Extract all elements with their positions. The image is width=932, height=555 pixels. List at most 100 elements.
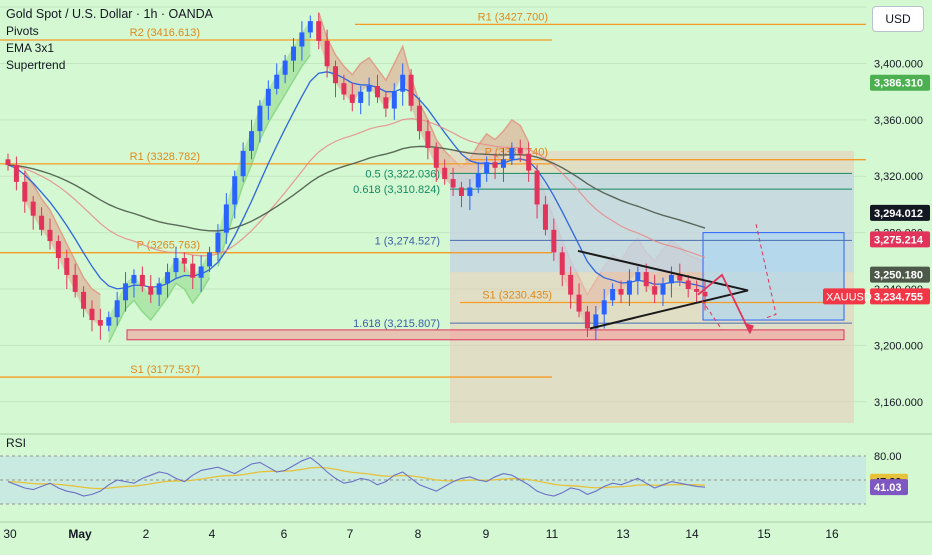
candle-body <box>450 179 456 188</box>
price-label: 3,275.214 <box>874 234 924 246</box>
triangle-pattern[interactable] <box>577 249 749 330</box>
candle-body <box>22 181 28 202</box>
candle-body <box>148 286 154 295</box>
candle-body <box>131 274 137 284</box>
candle-body <box>475 173 481 188</box>
candle-body <box>500 159 506 168</box>
fib-level-label: 0.5 (3,322.036) <box>365 168 440 180</box>
candle-body <box>442 167 448 180</box>
supertrend-down-band-line <box>24 170 101 296</box>
candle-body <box>333 66 339 84</box>
candle-body <box>576 294 582 312</box>
pivot-label: S1 (3230.435) <box>482 290 552 302</box>
candle-body <box>484 162 490 174</box>
time-axis-tick: 16 <box>825 527 839 541</box>
symbol-title[interactable]: Gold Spot / U.S. Dollar · 1h · OANDA <box>6 7 214 21</box>
rsi-line <box>7 456 706 497</box>
candle-body <box>517 148 523 154</box>
rsi-value-label-box <box>870 479 908 496</box>
target-box[interactable] <box>702 232 845 321</box>
candle-body <box>534 170 540 205</box>
fib-level-label: 1 (3,274.527) <box>375 235 440 247</box>
projection-arrow[interactable] <box>697 273 751 334</box>
candle-body <box>13 164 19 182</box>
candle-body <box>324 40 330 67</box>
candle-body <box>416 105 422 132</box>
candle-body <box>694 289 700 292</box>
candle-body <box>5 159 11 165</box>
rsi-value-label: 41.03 <box>874 482 902 494</box>
candle-body <box>509 148 515 160</box>
candle-body <box>492 162 498 168</box>
currency-button[interactable]: USD <box>872 6 924 32</box>
candle-body <box>702 291 708 297</box>
candle-body <box>668 274 674 284</box>
candle-body <box>358 91 364 103</box>
candle-body <box>274 74 280 89</box>
candle-body <box>39 215 45 230</box>
candle-body <box>652 286 658 295</box>
time-axis-tick: 4 <box>209 527 216 541</box>
pivot-label: S1 (3177.537) <box>130 364 200 376</box>
candle-body <box>349 94 355 103</box>
candle-body <box>215 232 221 253</box>
candle-body <box>198 266 204 278</box>
candle-body <box>190 263 196 278</box>
fib-level-label: 0.618 (3,310.824) <box>353 184 440 196</box>
price-axis-tick: 3,320.000 <box>874 171 923 183</box>
indicator-ema[interactable]: EMA 3x1 <box>6 41 55 55</box>
candle-body <box>433 148 439 168</box>
candle-body <box>223 204 229 233</box>
time-axis-tick: 11 <box>546 527 559 541</box>
price-label-box <box>870 231 930 248</box>
candle-body <box>526 153 532 171</box>
price-label: 3,294.012 <box>874 208 923 220</box>
time-axis-tick: 9 <box>483 527 490 541</box>
candle-body <box>47 229 53 242</box>
candle-body <box>559 252 565 275</box>
candle-body <box>383 97 389 109</box>
candle-body <box>568 274 574 295</box>
projection-dashed-1[interactable] <box>701 300 723 331</box>
indicator-pivots[interactable]: Pivots <box>6 24 39 38</box>
candle-body <box>299 32 305 47</box>
time-axis-tick: 8 <box>415 527 422 541</box>
candle-body <box>249 131 255 151</box>
candle-body <box>400 74 406 92</box>
price-label-box <box>870 288 930 305</box>
candle-body <box>232 176 238 205</box>
candle-body <box>391 91 397 109</box>
candle-body <box>307 21 313 33</box>
candle-body <box>81 291 87 309</box>
candle-body <box>626 280 632 295</box>
support-zone[interactable] <box>126 329 845 341</box>
candle-body <box>374 86 380 98</box>
candle-body <box>610 289 616 301</box>
candle-body <box>542 204 548 230</box>
time-axis-tick: 7 <box>347 527 354 541</box>
candle-body <box>341 83 347 95</box>
supertrend-up-band-2 <box>217 21 311 267</box>
price-label-box <box>870 204 930 221</box>
candle-body <box>408 74 414 106</box>
price-axis-tick: 3,400.000 <box>874 58 923 70</box>
candle-body <box>89 308 95 321</box>
indicator-supertrend[interactable]: Supertrend <box>6 58 66 72</box>
price-axis-tick: 3,160.000 <box>874 397 923 409</box>
projection-dashed-2[interactable] <box>755 224 777 320</box>
candle-body <box>366 86 372 92</box>
price-label-box <box>870 266 930 283</box>
candle-body <box>114 300 120 318</box>
price-label: 3,250.180 <box>874 270 923 282</box>
rsi-ma-line <box>7 466 706 490</box>
candle-body <box>139 274 145 287</box>
candle-body <box>106 317 112 326</box>
candle-body <box>458 187 464 196</box>
candle-body <box>593 314 599 329</box>
supertrend-down-band-2-line <box>317 12 530 169</box>
time-axis-tick: 13 <box>616 527 630 541</box>
rsi-title[interactable]: RSI <box>6 436 27 450</box>
candle-body <box>72 274 78 292</box>
candle-body <box>207 252 213 267</box>
